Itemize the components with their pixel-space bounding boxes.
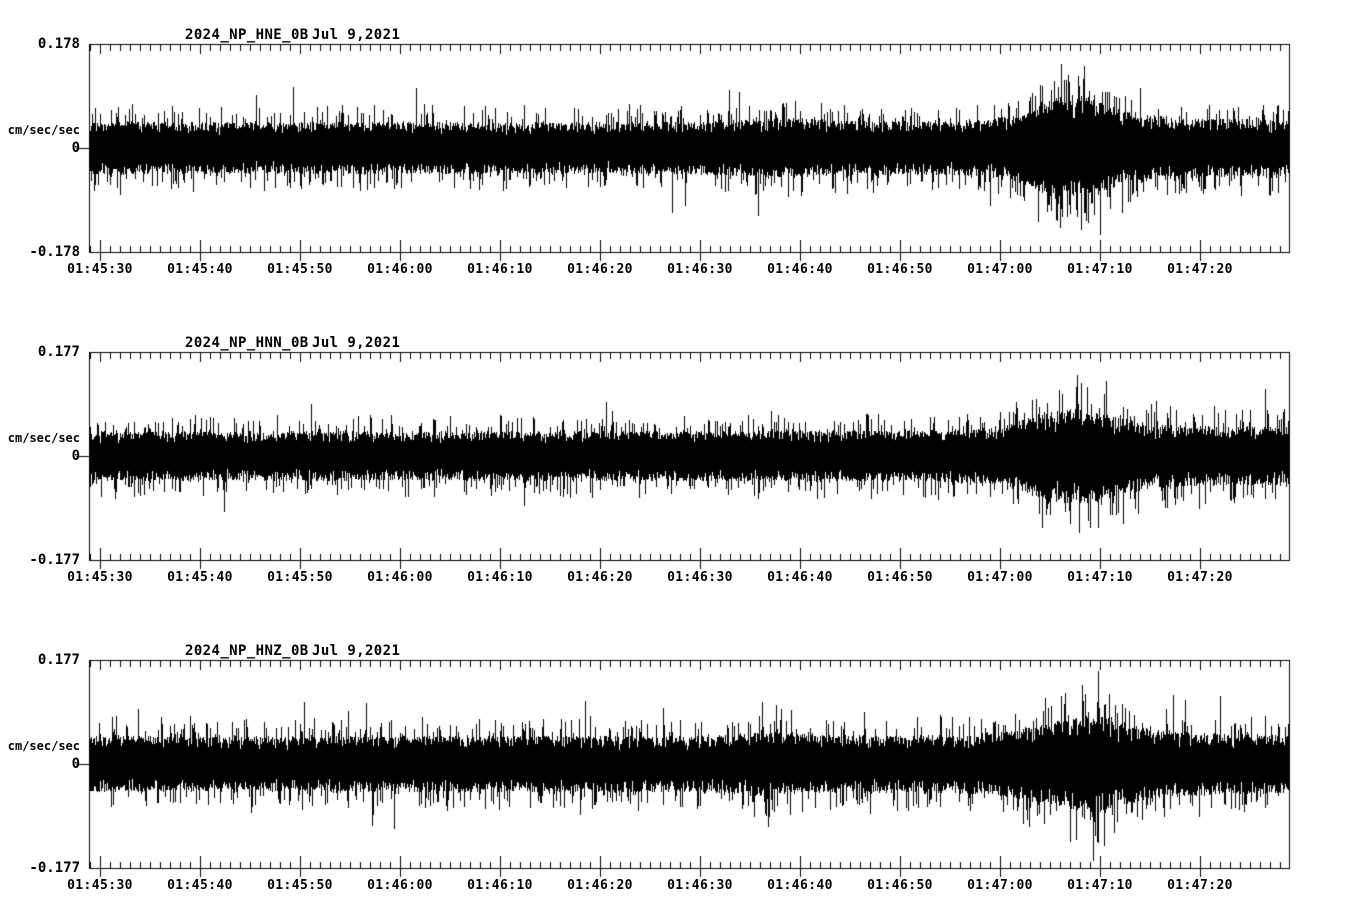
time-tick-label: 01:47:00 xyxy=(967,570,1033,585)
time-tick-label: 01:47:10 xyxy=(1067,262,1133,277)
time-tick-label: 01:46:30 xyxy=(667,878,733,893)
y-axis-zero-label: 0 xyxy=(71,448,80,464)
panel-title-date: Jul 9,2021 xyxy=(312,27,401,43)
panel-title-date: Jul 9,2021 xyxy=(312,643,401,659)
y-axis-unit-label: cm/sec/sec xyxy=(7,431,80,445)
y-axis-unit-label: cm/sec/sec xyxy=(7,123,80,137)
time-tick-label: 01:45:30 xyxy=(67,262,133,277)
time-tick-label: 01:47:20 xyxy=(1167,570,1233,585)
time-tick-label: 01:46:40 xyxy=(767,570,833,585)
time-tick-label: 01:45:50 xyxy=(267,262,333,277)
time-tick-label: 01:47:10 xyxy=(1067,878,1133,893)
y-axis-zero-label: 0 xyxy=(71,140,80,156)
time-tick-label: 01:46:30 xyxy=(667,262,733,277)
y-axis-min-label: -0.178 xyxy=(29,244,80,260)
time-tick-label: 01:46:50 xyxy=(867,262,933,277)
time-tick-label: 01:46:20 xyxy=(567,878,633,893)
y-axis-unit-label: cm/sec/sec xyxy=(7,739,80,753)
time-tick-label: 01:46:30 xyxy=(667,570,733,585)
time-tick-label: 01:46:20 xyxy=(567,570,633,585)
time-tick-label: 01:45:40 xyxy=(167,878,233,893)
time-tick-label: 01:46:40 xyxy=(767,262,833,277)
y-axis-max-label: 0.177 xyxy=(37,652,80,668)
time-tick-label: 01:45:50 xyxy=(267,570,333,585)
time-tick-label: 01:47:00 xyxy=(967,878,1033,893)
time-tick-label: 01:46:50 xyxy=(867,570,933,585)
time-tick-label: 01:45:40 xyxy=(167,570,233,585)
y-axis-min-label: -0.177 xyxy=(29,552,80,568)
time-tick-label: 01:46:20 xyxy=(567,262,633,277)
time-tick-label: 01:45:30 xyxy=(67,570,133,585)
y-axis-max-label: 0.178 xyxy=(37,36,80,52)
time-tick-label: 01:47:20 xyxy=(1167,878,1233,893)
panel-title-station: 2024_NP_HNN_0B xyxy=(185,335,309,351)
time-tick-label: 01:46:40 xyxy=(767,878,833,893)
time-tick-label: 01:47:20 xyxy=(1167,262,1233,277)
time-tick-label: 01:45:40 xyxy=(167,262,233,277)
time-tick-label: 01:46:00 xyxy=(367,570,433,585)
y-axis-min-label: -0.177 xyxy=(29,860,80,876)
y-axis-max-label: 0.177 xyxy=(37,344,80,360)
time-tick-label: 01:46:10 xyxy=(467,570,533,585)
time-tick-label: 01:47:00 xyxy=(967,262,1033,277)
panel-title-station: 2024_NP_HNE_0B xyxy=(185,27,309,43)
y-axis-zero-label: 0 xyxy=(71,756,80,772)
time-tick-label: 01:46:50 xyxy=(867,878,933,893)
time-tick-label: 01:45:30 xyxy=(67,878,133,893)
time-tick-label: 01:46:00 xyxy=(367,262,433,277)
time-tick-label: 01:46:10 xyxy=(467,262,533,277)
time-tick-label: 01:47:10 xyxy=(1067,570,1133,585)
time-tick-label: 01:46:10 xyxy=(467,878,533,893)
panel-title-date: Jul 9,2021 xyxy=(312,335,401,351)
time-tick-label: 01:45:50 xyxy=(267,878,333,893)
time-tick-label: 01:46:00 xyxy=(367,878,433,893)
panel-title-station: 2024_NP_HNZ_0B xyxy=(185,643,309,659)
